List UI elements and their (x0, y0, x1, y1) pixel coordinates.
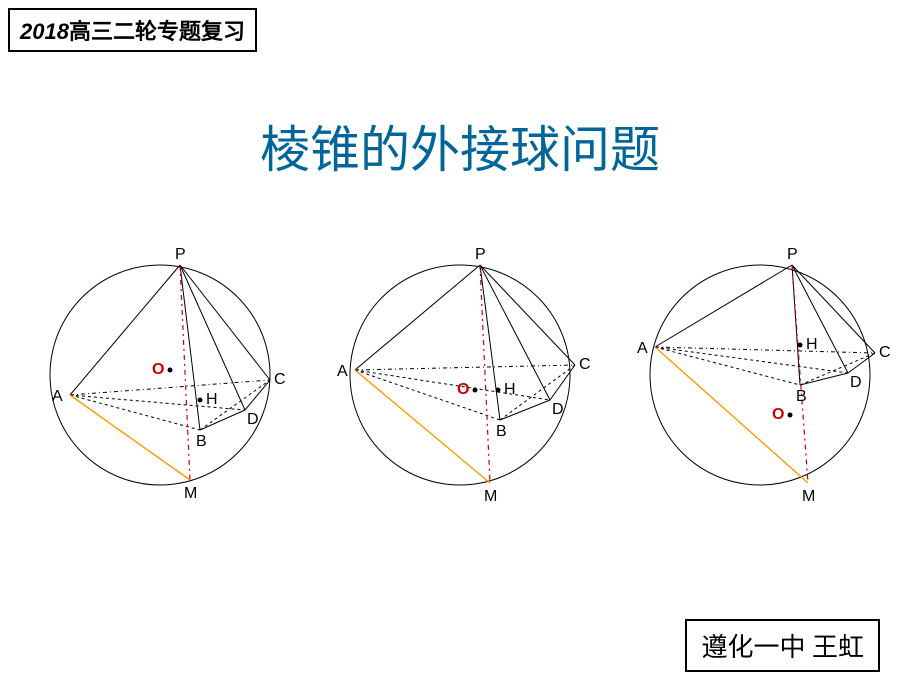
svg-text:O: O (772, 406, 784, 423)
svg-text:D: D (850, 374, 862, 391)
svg-text:B: B (496, 423, 507, 440)
svg-text:P: P (475, 246, 486, 263)
svg-text:H: H (806, 336, 818, 353)
svg-text:O: O (457, 381, 469, 398)
svg-text:H: H (504, 381, 516, 398)
svg-text:P: P (787, 246, 798, 263)
main-title: 棱锥的外接球问题 (0, 110, 920, 182)
svg-text:P: P (175, 246, 186, 263)
svg-text:A: A (637, 340, 648, 357)
header-box: 2018高三二轮专题复习 (8, 8, 257, 52)
diagram-2-svg: P A B C D H M O (320, 235, 600, 515)
svg-text:B: B (796, 388, 807, 405)
svg-text:M: M (484, 488, 497, 505)
header-year: 2018 (20, 19, 69, 44)
diagram-3: P A B CD H M O (620, 235, 900, 520)
svg-text:A: A (337, 363, 348, 380)
diagrams-row: PABCDHMO PABCDHMO PABCDHMO (0, 235, 920, 520)
svg-text:O: O (152, 361, 164, 378)
diagram-1: P A B C D H M O (20, 235, 300, 520)
svg-text:C: C (274, 371, 286, 388)
svg-text:B: B (196, 433, 207, 450)
header-text: 高三二轮专题复习 (69, 19, 245, 44)
svg-text:M: M (802, 488, 815, 505)
svg-text:H: H (206, 391, 218, 408)
footer-box: 遵化一中 王虹 (685, 619, 880, 672)
svg-text:A: A (52, 388, 63, 405)
diagram-1-svg: P A B C D H M O (20, 235, 300, 515)
svg-text:C: C (579, 356, 591, 373)
svg-text:C: C (879, 344, 891, 361)
diagram-3-svg: P A B CD H M O (620, 235, 900, 515)
svg-text:D: D (552, 401, 564, 418)
footer-text: 遵化一中 王虹 (701, 633, 864, 662)
svg-text:D: D (247, 411, 259, 428)
diagram-2: P A B C D H M O (320, 235, 600, 520)
svg-text:M: M (184, 485, 197, 502)
